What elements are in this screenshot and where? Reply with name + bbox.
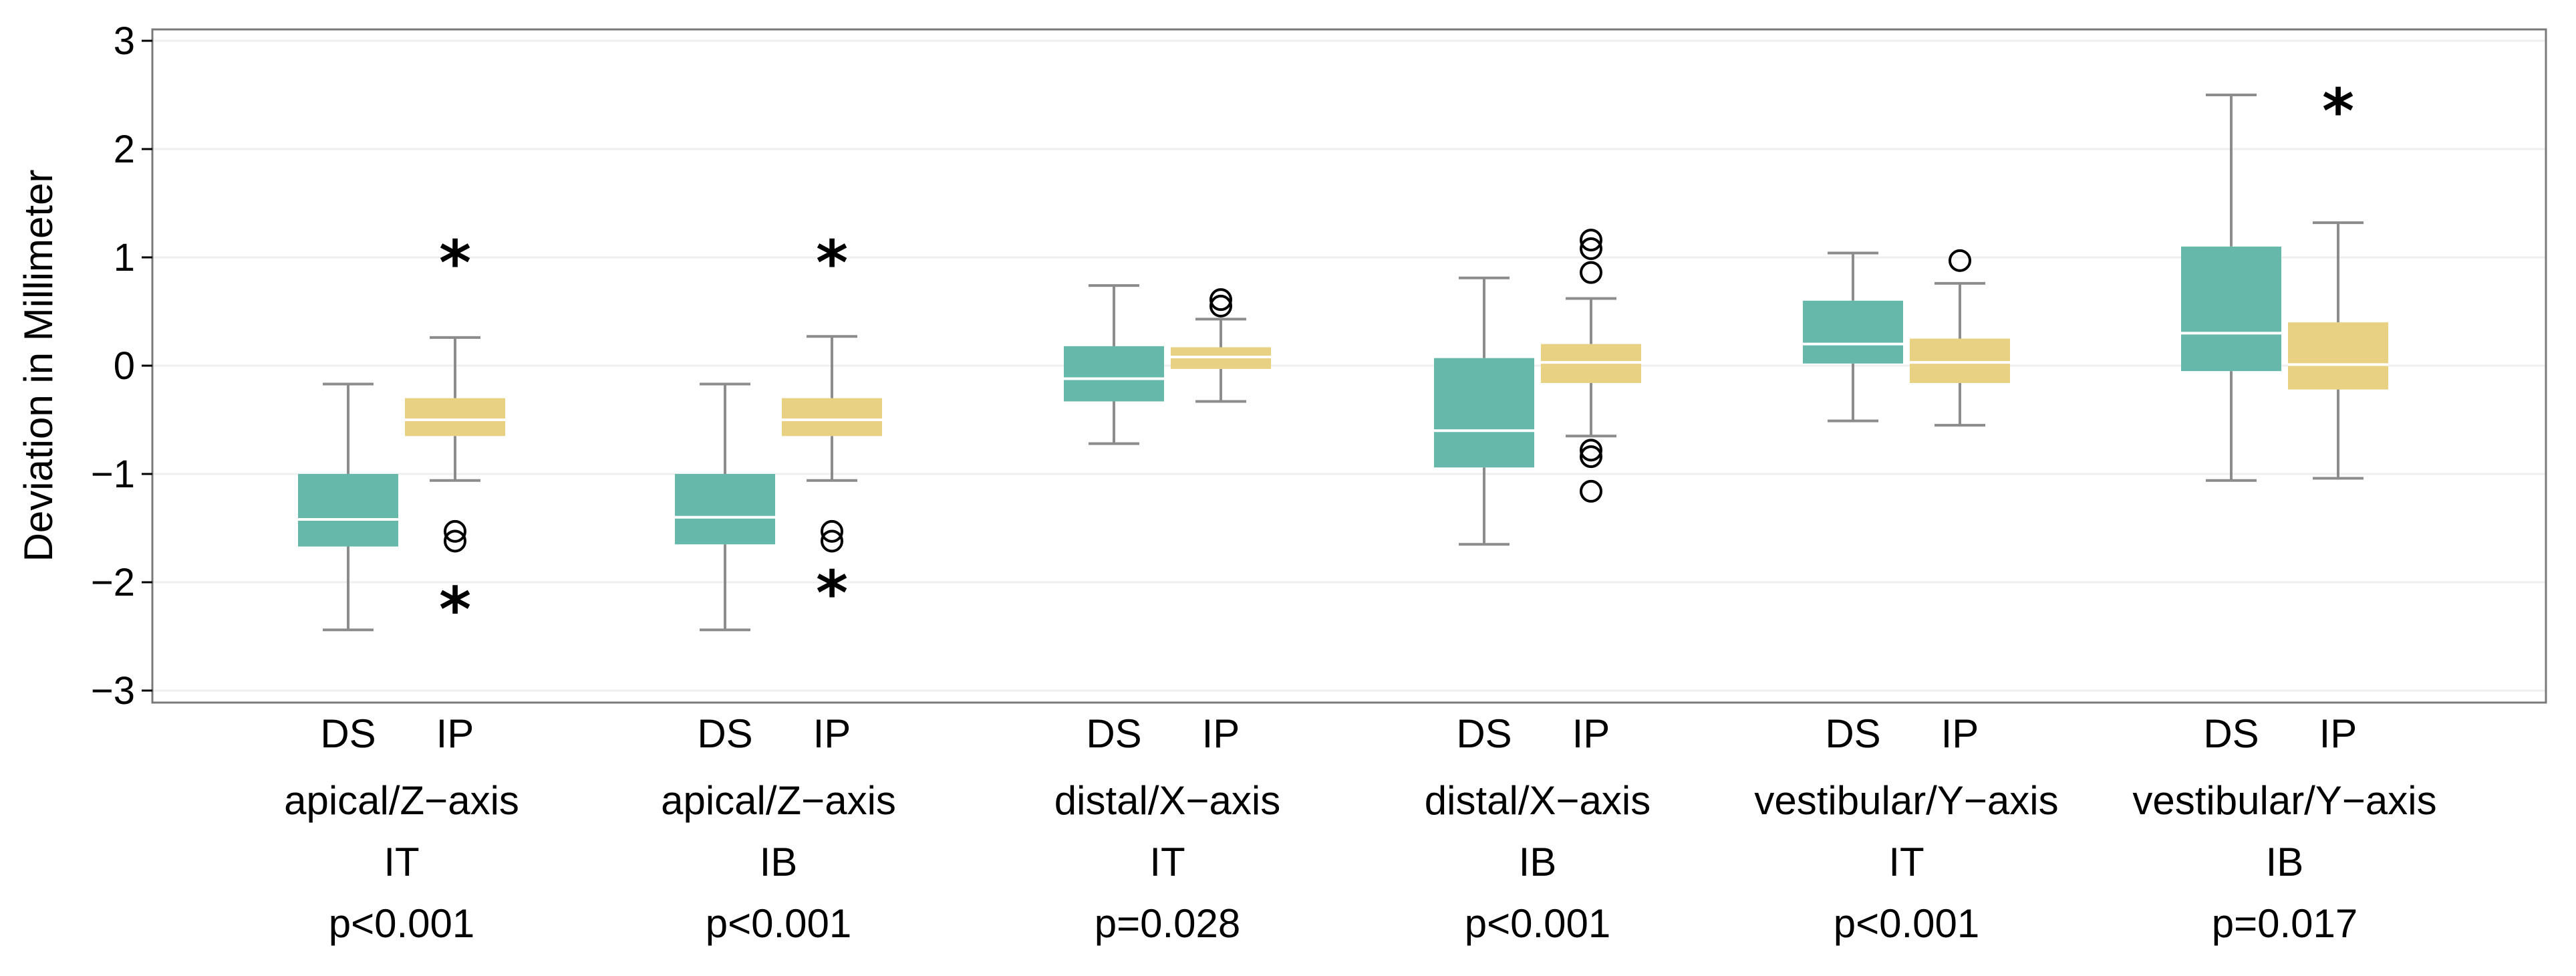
box-ds (298, 474, 398, 547)
group-method-label: IB (760, 840, 798, 884)
box-group: ** (298, 227, 505, 645)
group-pvalue-label: p<0.001 (1465, 901, 1611, 946)
group-axis-label: vestibular/Y−axis (2132, 778, 2436, 823)
group-pvalue-label: p<0.001 (1834, 901, 1980, 946)
box-ds (1064, 346, 1164, 402)
outlier-point (1949, 249, 1971, 272)
series-label-ds: DS (2203, 711, 2259, 756)
outlier-point (1580, 237, 1602, 261)
grid-lines (152, 39, 2546, 692)
x-axis-labels: DS IP apical/Z−axis IT p<0.001 DS IP apical/Z−a… (284, 711, 2437, 946)
outlier-point (1580, 445, 1602, 469)
y-tick-label: −2 (91, 561, 135, 604)
group-axis-label: distal/X−axis (1054, 778, 1281, 823)
group-method-label: IB (1519, 840, 1557, 884)
outlier-point (1580, 479, 1602, 503)
box-group (1803, 249, 2010, 427)
box-ip (2288, 322, 2388, 390)
outlier-point (1580, 229, 1602, 252)
series-label-ip: IP (436, 711, 474, 756)
y-tick-label: 2 (114, 128, 135, 171)
outlier-point (1580, 261, 1602, 284)
series-label-ip: IP (813, 711, 851, 756)
box-ds (1803, 300, 1903, 364)
group-pvalue-label: p<0.001 (329, 901, 475, 946)
outlier-point (1580, 439, 1602, 462)
box-group (1434, 229, 1641, 546)
group-pvalue-label: p=0.017 (2212, 901, 2358, 946)
y-tick-label: 3 (114, 19, 135, 63)
series-label-ip: IP (1572, 711, 1610, 756)
extreme-point: * (439, 574, 471, 645)
series-label-ip: IP (2319, 711, 2357, 756)
box-ip (405, 398, 505, 437)
group-method-label: IT (384, 840, 419, 884)
box-ip (782, 398, 882, 437)
group-axis-label: apical/Z−axis (284, 778, 519, 823)
series-label-ds: DS (1456, 711, 1512, 756)
extreme-point: * (816, 558, 848, 629)
y-tick-label: −3 (91, 669, 135, 713)
series-label-ds: DS (697, 711, 752, 756)
outlier-point (821, 529, 843, 553)
y-tick-label: 1 (114, 236, 135, 279)
outlier-point (444, 519, 466, 543)
extreme-point: * (439, 227, 471, 299)
extreme-point: * (2322, 76, 2354, 147)
y-tick-label: 0 (114, 344, 135, 388)
group-axis-label: vestibular/Y−axis (1754, 778, 2058, 823)
group-method-label: IT (1149, 840, 1185, 884)
y-axis-title: Deviation in Millimeter (16, 170, 61, 562)
extreme-point: * (816, 227, 848, 299)
series-label-ds: DS (1086, 711, 1141, 756)
box-ds (1434, 358, 1534, 468)
group-method-label: IB (2266, 840, 2304, 884)
group-pvalue-label: p=0.028 (1095, 901, 1241, 946)
box-series: ***** (298, 76, 2388, 645)
series-label-ip: IP (1941, 711, 1979, 756)
group-pvalue-label: p<0.001 (706, 901, 852, 946)
y-tick-label: −1 (91, 453, 135, 496)
box-ip (1910, 338, 2010, 383)
outlier-point (821, 519, 843, 543)
outlier-point (444, 529, 466, 553)
outlier-point (1209, 294, 1232, 318)
box-group: * (2181, 76, 2388, 482)
group-method-label: IT (1888, 840, 1924, 884)
box-ds (2181, 246, 2281, 372)
series-label-ds: DS (1825, 711, 1880, 756)
box-group (1064, 284, 1271, 445)
box-group: ** (675, 227, 882, 632)
series-label-ip: IP (1202, 711, 1240, 756)
group-axis-label: apical/Z−axis (661, 778, 896, 823)
group-axis-label: distal/X−axis (1425, 778, 1651, 823)
series-label-ds: DS (320, 711, 376, 756)
y-axis: −3 −2 −1 0 1 2 3 (91, 19, 152, 713)
outlier-point (1209, 288, 1232, 312)
box-ds (675, 474, 775, 545)
